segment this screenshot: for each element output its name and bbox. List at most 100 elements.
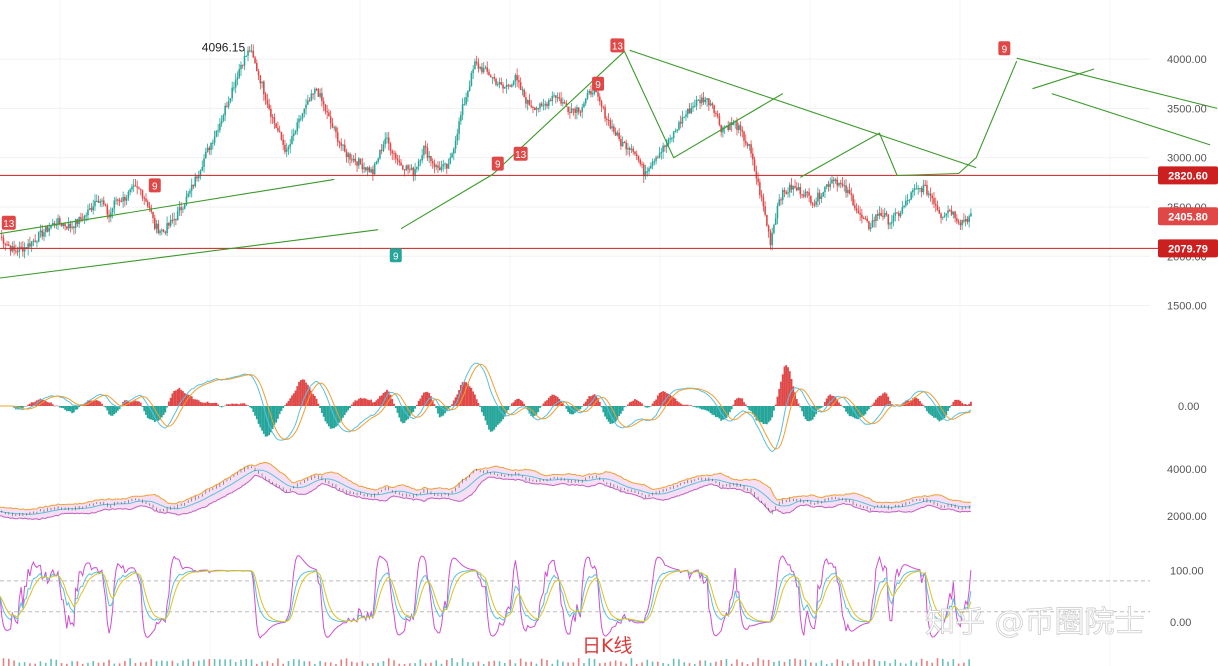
- candle-body: [173, 219, 175, 221]
- candle-body: [27, 243, 29, 249]
- macd-histogram-bar: [892, 406, 895, 407]
- candle-body: [226, 105, 228, 107]
- candle-body: [424, 145, 427, 148]
- volume-bar: [857, 662, 860, 666]
- macd-histogram-bar: [732, 404, 735, 406]
- candle-body: [678, 121, 680, 130]
- macd-histogram-bar: [635, 399, 638, 406]
- candle-body: [530, 105, 532, 107]
- candle-body: [377, 158, 379, 162]
- candle-body: [401, 165, 404, 170]
- candle-body: [593, 89, 596, 94]
- macd-histogram-bar: [590, 396, 592, 406]
- volume-bar: [424, 663, 427, 666]
- candle-body: [387, 137, 390, 144]
- candle-body: [347, 153, 350, 158]
- macd-histogram-bar: [97, 400, 100, 406]
- candle-body: [319, 93, 321, 97]
- candle-body: [887, 214, 890, 225]
- candle-body: [868, 221, 870, 230]
- candle-body: [175, 219, 177, 221]
- candle-body: [277, 128, 279, 131]
- candle-body: [169, 219, 172, 226]
- macd-histogram-bar: [889, 400, 891, 406]
- candle-body: [736, 120, 738, 130]
- candle-body: [813, 204, 816, 206]
- macd-histogram-bar: [342, 406, 344, 418]
- candle-body: [882, 215, 884, 217]
- macd-histogram-bar: [44, 400, 47, 406]
- macd-histogram-bar: [655, 399, 657, 406]
- candle-body: [352, 158, 355, 161]
- volume-bar: [282, 663, 284, 666]
- candle-body: [581, 107, 584, 113]
- td-count-marker: 13: [610, 38, 625, 53]
- macd-histogram-bar: [883, 392, 886, 406]
- candle-body: [285, 149, 288, 152]
- volume-bar: [97, 662, 100, 666]
- candle-body: [658, 152, 661, 158]
- candle-body: [769, 231, 772, 246]
- macd-histogram-bar: [347, 406, 350, 411]
- volume-bar: [936, 658, 939, 666]
- candle-body: [774, 218, 777, 225]
- macd-histogram-bar: [466, 383, 469, 406]
- candle-body: [546, 103, 548, 107]
- macd-histogram-bar: [386, 389, 388, 406]
- macd-histogram-bar: [554, 395, 557, 406]
- candle-body: [157, 223, 160, 234]
- macd-histogram-bar: [690, 405, 693, 406]
- volume-bar: [18, 662, 21, 666]
- candle-body: [194, 176, 197, 187]
- macd-histogram-bar: [820, 406, 823, 408]
- candle-body: [744, 141, 747, 144]
- macd-histogram-bar: [757, 406, 759, 421]
- candle-body: [924, 184, 926, 186]
- macd-histogram-bar: [213, 402, 216, 406]
- candle-body: [66, 226, 68, 229]
- macd-histogram-bar: [957, 399, 960, 406]
- td-marker-label: 9: [495, 160, 501, 171]
- macd-histogram-bar: [187, 394, 190, 406]
- candle-body: [811, 203, 814, 205]
- macd-histogram-bar: [605, 406, 608, 420]
- candle-body: [143, 197, 146, 199]
- candle-body: [257, 71, 260, 76]
- macd-histogram-bar: [776, 396, 779, 406]
- macd-histogram-bar: [294, 390, 297, 406]
- macd-histogram-bar: [539, 406, 541, 408]
- candle-body: [722, 127, 724, 133]
- candle-body: [440, 166, 443, 170]
- macd-histogram-bar: [679, 403, 682, 406]
- volume-bar: [234, 662, 237, 666]
- price-tag-label: 2405.80: [1168, 211, 1208, 223]
- macd-histogram-bar: [722, 406, 724, 420]
- macd-histogram-bar: [306, 384, 309, 406]
- volume-bar: [862, 661, 865, 666]
- volume-bar: [488, 661, 490, 666]
- macd-histogram-bar: [931, 406, 934, 417]
- candle-body: [848, 189, 851, 194]
- candle-body: [190, 184, 193, 191]
- macd-histogram-bar: [924, 406, 927, 408]
- candle-body: [44, 226, 47, 233]
- candle-body: [69, 223, 72, 229]
- candle-body: [716, 113, 719, 117]
- macd-histogram-bar: [380, 395, 383, 406]
- macd-histogram-bar: [451, 404, 453, 406]
- macd-histogram-bar: [146, 406, 149, 419]
- candle-body: [366, 167, 369, 171]
- macd-histogram-bar: [822, 406, 825, 407]
- candle-body: [296, 122, 299, 132]
- candle-body: [431, 161, 434, 164]
- macd-histogram-bar: [598, 401, 601, 406]
- candle-body: [869, 227, 872, 230]
- macd-histogram-bar: [430, 396, 432, 406]
- candle-body: [825, 184, 828, 187]
- volume-bar: [926, 660, 928, 666]
- macd-histogram-bar: [301, 379, 304, 406]
- candle-body: [843, 185, 846, 187]
- candle-body: [48, 228, 51, 232]
- macd-histogram-bar: [166, 406, 168, 408]
- candle-body: [701, 97, 703, 104]
